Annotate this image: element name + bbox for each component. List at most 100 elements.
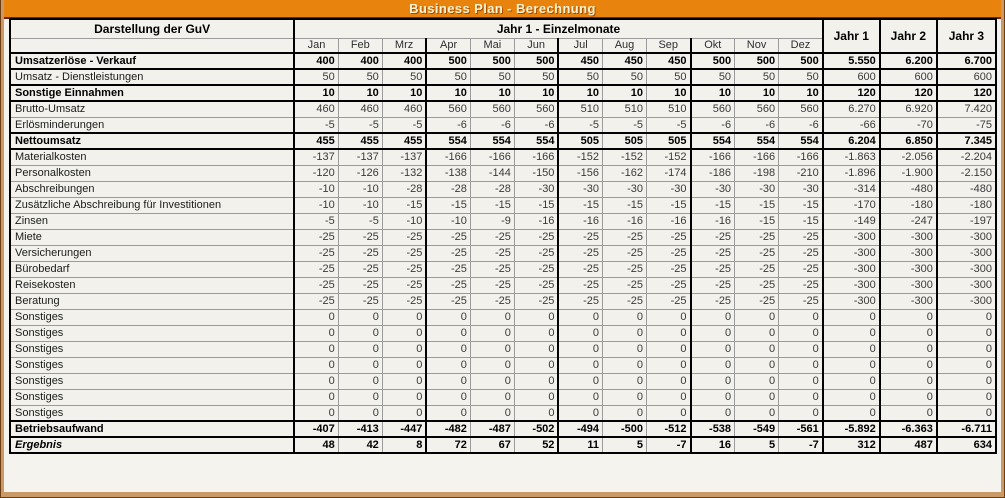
- month-value-cell[interactable]: 0: [690, 356, 736, 374]
- month-value-cell[interactable]: -407: [293, 420, 339, 438]
- month-value-cell[interactable]: -25: [690, 276, 736, 294]
- row-label[interactable]: Bürobedarf: [9, 260, 296, 278]
- month-value-cell[interactable]: -15: [690, 196, 736, 214]
- month-value-cell[interactable]: 42: [337, 436, 383, 454]
- month-value-cell[interactable]: -25: [381, 228, 428, 246]
- year-value-cell[interactable]: -300: [821, 228, 881, 246]
- month-value-cell[interactable]: 0: [293, 404, 339, 422]
- month-value-cell[interactable]: 10: [645, 84, 692, 102]
- month-value-cell[interactable]: 67: [469, 436, 515, 454]
- month-value-cell[interactable]: -28: [469, 180, 515, 198]
- month-value-cell[interactable]: 0: [469, 372, 515, 390]
- month-value-cell[interactable]: 0: [690, 388, 736, 406]
- month-value-cell[interactable]: 0: [778, 324, 824, 342]
- month-value-cell[interactable]: -25: [337, 228, 383, 246]
- year-value-cell[interactable]: 6.200: [878, 52, 938, 70]
- month-value-cell[interactable]: 10: [513, 84, 560, 102]
- month-value-cell[interactable]: 50: [645, 68, 692, 86]
- month-value-cell[interactable]: 10: [734, 84, 780, 102]
- month-value-cell[interactable]: -6: [778, 116, 824, 134]
- month-value-cell[interactable]: 554: [778, 132, 824, 150]
- month-value-cell[interactable]: -25: [337, 276, 383, 294]
- row-label[interactable]: Sonstiges: [9, 356, 296, 374]
- month-value-cell[interactable]: 5: [601, 436, 648, 454]
- month-value-cell[interactable]: 0: [381, 308, 428, 326]
- year-value-cell[interactable]: -314: [821, 180, 881, 198]
- month-value-cell[interactable]: 10: [293, 84, 339, 102]
- row-label[interactable]: Zinsen: [9, 212, 296, 230]
- month-value-cell[interactable]: 400: [337, 52, 383, 70]
- month-value-cell[interactable]: 0: [690, 324, 736, 342]
- month-value-cell[interactable]: 5: [734, 436, 780, 454]
- month-value-cell[interactable]: 505: [645, 132, 692, 150]
- month-value-cell[interactable]: 0: [557, 356, 603, 374]
- month-value-cell[interactable]: 0: [337, 356, 383, 374]
- month-value-cell[interactable]: 72: [425, 436, 471, 454]
- month-value-cell[interactable]: -156: [557, 164, 603, 182]
- month-value-cell[interactable]: -15: [778, 196, 824, 214]
- row-label[interactable]: Betriebsaufwand: [9, 420, 296, 438]
- month-value-cell[interactable]: -25: [778, 228, 824, 246]
- month-value-cell[interactable]: 11: [557, 436, 603, 454]
- year-value-cell[interactable]: 0: [821, 324, 881, 342]
- year-value-cell[interactable]: -300: [935, 228, 997, 246]
- month-value-cell[interactable]: 50: [734, 68, 780, 86]
- row-label[interactable]: Sonstiges: [9, 388, 296, 406]
- month-value-cell[interactable]: 10: [337, 84, 383, 102]
- month-value-cell[interactable]: -25: [381, 260, 428, 278]
- row-label[interactable]: Zusätzliche Abschreibung für Investition…: [9, 196, 296, 214]
- month-value-cell[interactable]: -144: [469, 164, 515, 182]
- month-value-cell[interactable]: 510: [557, 100, 603, 118]
- year-value-cell[interactable]: 0: [878, 340, 938, 358]
- month-value-cell[interactable]: -25: [645, 260, 692, 278]
- month-value-cell[interactable]: 0: [381, 372, 428, 390]
- month-value-cell[interactable]: -25: [293, 244, 339, 262]
- row-label[interactable]: Erlösminderungen: [9, 116, 296, 134]
- month-value-cell[interactable]: 0: [425, 388, 471, 406]
- year-value-cell[interactable]: 0: [935, 404, 997, 422]
- month-value-cell[interactable]: -25: [557, 244, 603, 262]
- month-value-cell[interactable]: -10: [337, 180, 383, 198]
- month-value-cell[interactable]: 0: [469, 404, 515, 422]
- month-value-cell[interactable]: 460: [337, 100, 383, 118]
- month-value-cell[interactable]: -210: [778, 164, 824, 182]
- month-value-cell[interactable]: -10: [293, 196, 339, 214]
- month-value-cell[interactable]: -482: [425, 420, 471, 438]
- year-value-cell[interactable]: 0: [878, 308, 938, 326]
- month-value-cell[interactable]: -25: [425, 276, 471, 294]
- year-value-cell[interactable]: -480: [878, 180, 938, 198]
- month-value-cell[interactable]: -25: [645, 276, 692, 294]
- month-value-cell[interactable]: 0: [734, 404, 780, 422]
- month-value-cell[interactable]: 560: [690, 100, 736, 118]
- month-value-cell[interactable]: 500: [690, 52, 736, 70]
- year-value-cell[interactable]: 0: [935, 356, 997, 374]
- month-value-cell[interactable]: 0: [381, 340, 428, 358]
- month-value-cell[interactable]: 0: [645, 308, 692, 326]
- month-value-cell[interactable]: 510: [601, 100, 648, 118]
- month-value-cell[interactable]: -10: [337, 196, 383, 214]
- month-value-cell[interactable]: -25: [601, 244, 648, 262]
- row-label[interactable]: Sonstiges: [9, 340, 296, 358]
- month-value-cell[interactable]: -15: [734, 196, 780, 214]
- month-value-cell[interactable]: -5: [337, 116, 383, 134]
- year-value-cell[interactable]: -2.204: [935, 148, 997, 166]
- month-value-cell[interactable]: 50: [293, 68, 339, 86]
- month-value-cell[interactable]: 48: [293, 436, 339, 454]
- month-value-cell[interactable]: 0: [381, 404, 428, 422]
- year-value-cell[interactable]: 120: [821, 84, 881, 102]
- year-value-cell[interactable]: -170: [821, 196, 881, 214]
- row-label[interactable]: Umsatzerlöse - Verkauf: [9, 52, 296, 70]
- year-value-cell[interactable]: 0: [878, 356, 938, 374]
- month-value-cell[interactable]: 0: [778, 372, 824, 390]
- month-value-cell[interactable]: -25: [601, 292, 648, 310]
- month-value-cell[interactable]: -25: [734, 292, 780, 310]
- month-value-cell[interactable]: -166: [734, 148, 780, 166]
- month-value-cell[interactable]: -30: [778, 180, 824, 198]
- year-value-cell[interactable]: -300: [878, 244, 938, 262]
- year-value-cell[interactable]: -180: [935, 196, 997, 214]
- month-value-cell[interactable]: 0: [425, 308, 471, 326]
- month-value-cell[interactable]: 50: [778, 68, 824, 86]
- year-value-cell[interactable]: 0: [878, 324, 938, 342]
- month-value-cell[interactable]: -25: [513, 244, 560, 262]
- month-value-cell[interactable]: 10: [690, 84, 736, 102]
